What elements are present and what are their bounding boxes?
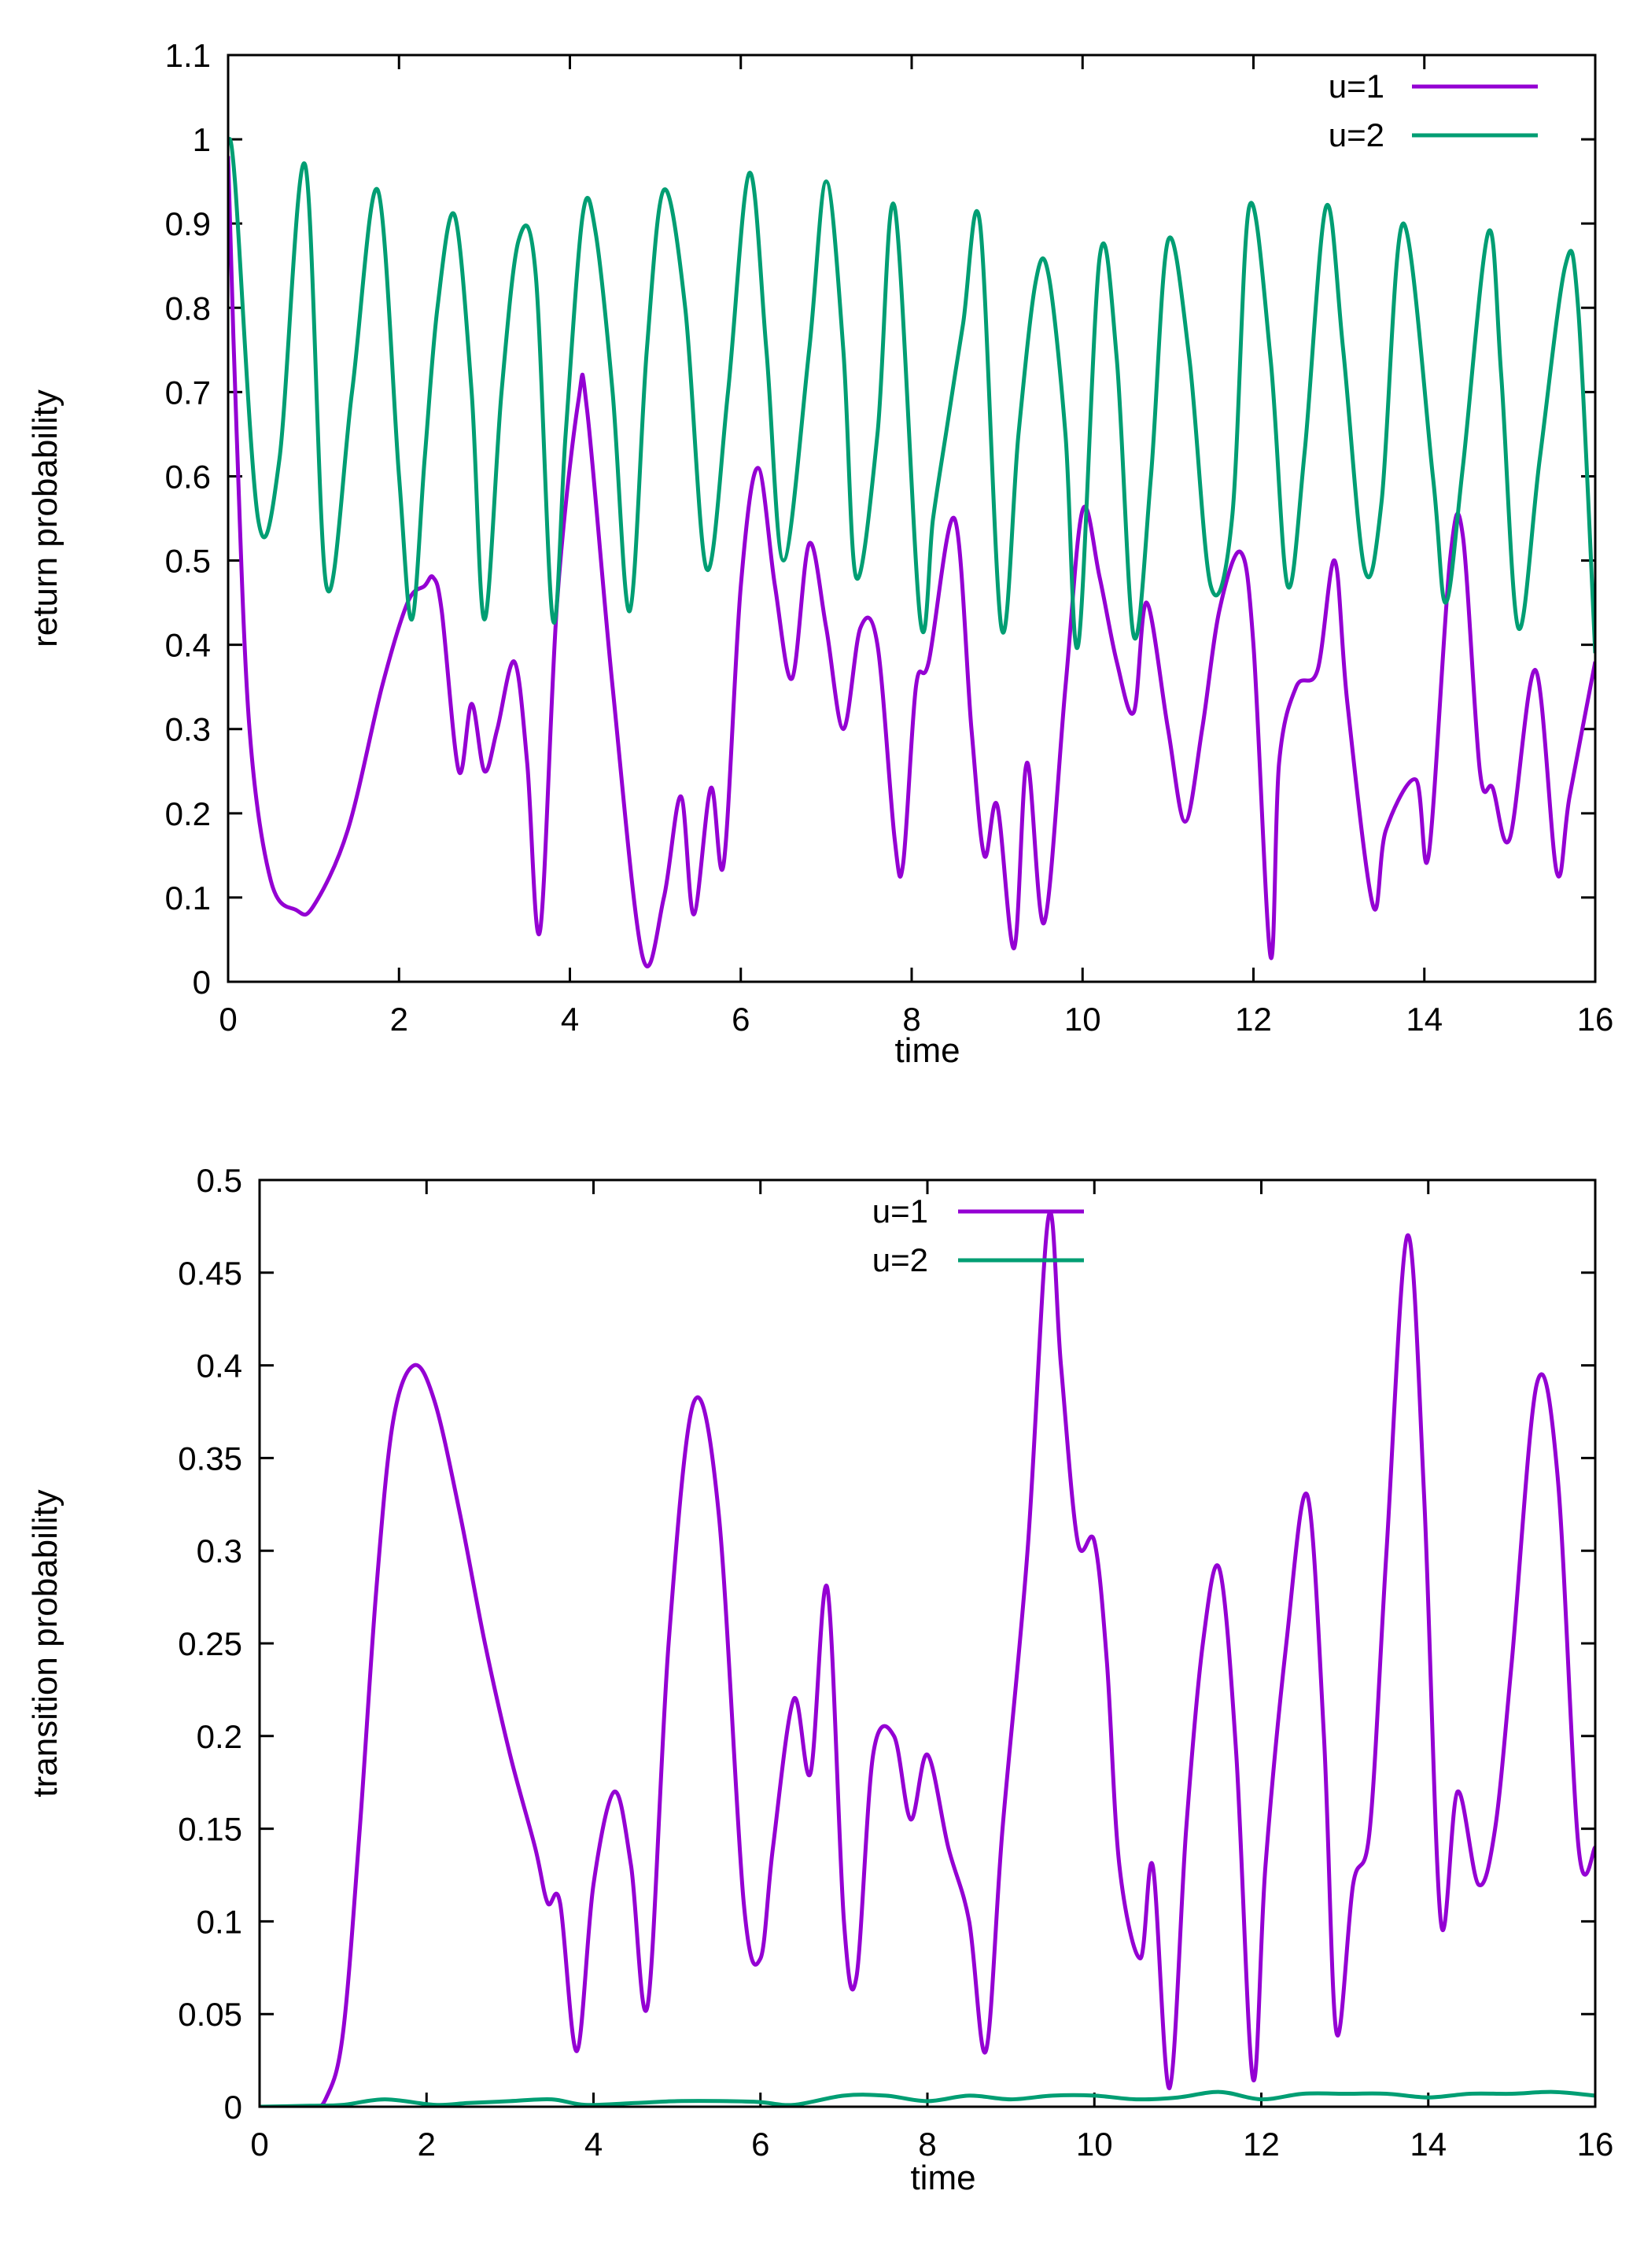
y-tick-label: 1	[193, 121, 211, 158]
y-tick-label: 0.3	[165, 711, 211, 748]
x-tick-label: 10	[1076, 2126, 1113, 2163]
y-tick-label: 0.5	[197, 1162, 242, 1199]
x-axis-label: time	[894, 1031, 960, 1070]
y-tick-label: 0.2	[165, 795, 211, 832]
plot-frame	[258, 1178, 1597, 2108]
data-area	[260, 1210, 1595, 2107]
y-tick-label: 0.1	[165, 880, 211, 916]
x-tick-label: 16	[1577, 1001, 1614, 1038]
x-tick-label: 6	[751, 2126, 769, 2163]
y-tick-label: 0.05	[178, 1996, 242, 2033]
y-tick-label: 0.7	[165, 374, 211, 411]
y-tick-label: 0.25	[178, 1625, 242, 1662]
x-tick-label: 14	[1406, 1001, 1443, 1038]
x-tick-label: 16	[1577, 2126, 1614, 2163]
x-tick-label: 2	[390, 1001, 408, 1038]
transition-probability-panel: 0 0.05 0.1 0.15 0.2 0.25 0.3 0.35 0.4 0.45 0.5 0 2 4 6…	[26, 1162, 1613, 2197]
y-tick-label: 0.3	[197, 1532, 242, 1569]
y-axis-label: return probability	[26, 389, 65, 647]
x-tick-label: 6	[732, 1001, 750, 1038]
x-tick-label: 4	[561, 1001, 579, 1038]
x-tick-label: 12	[1243, 2126, 1280, 2163]
x-tick-label: 0	[219, 1001, 237, 1038]
y-tick-label: 1.1	[165, 37, 211, 74]
y-tick-label: 0.35	[178, 1440, 242, 1477]
y-tick-label: 0.5	[165, 543, 211, 580]
series-line-u1	[228, 156, 1595, 968]
legend-label: u=2	[872, 1241, 928, 1278]
x-tick-label: 10	[1064, 1001, 1101, 1038]
legend-label: u=1	[1329, 68, 1384, 105]
y-tick-label: 0.15	[178, 1811, 242, 1848]
series-line-u1	[260, 1210, 1595, 2107]
y-axis-label: transition probability	[26, 1489, 65, 1797]
series-line-u2	[260, 2089, 1595, 2107]
y-tick-label: 0.1	[197, 1903, 242, 1940]
y-tick-label: 0.4	[197, 1348, 242, 1385]
y-tick-label: 0.4	[165, 627, 211, 664]
x-tick-label: 4	[584, 2126, 603, 2163]
x-axis-label: time	[910, 2159, 975, 2197]
x-tick-label: 0	[250, 2126, 268, 2163]
y-tick-label: 0	[224, 2089, 242, 2126]
y-tick-label: 0.8	[165, 289, 211, 326]
y-tick-label: 0.45	[178, 1255, 242, 1292]
legend: u=1u=2	[1329, 68, 1538, 153]
y-tick-label: 0.2	[197, 1718, 242, 1755]
data-area	[228, 137, 1595, 968]
y-tick-label: 0.9	[165, 205, 211, 242]
plot-frame	[227, 53, 1597, 983]
return-probability-panel: 0 0.1 0.2 0.3 0.4 0.5 0.6 0.7 0.8 0.9 1 1.1 0 2 4 6 8 10 1…	[26, 37, 1613, 1070]
x-tick-label: 8	[902, 1001, 920, 1038]
legend: u=1u=2	[872, 1193, 1084, 1278]
x-tick-label: 12	[1235, 1001, 1272, 1038]
x-tick-label: 14	[1410, 2126, 1447, 2163]
x-tick-label: 8	[918, 2126, 936, 2163]
legend-label: u=1	[872, 1193, 928, 1230]
x-tick-label: 2	[418, 2126, 436, 2163]
series-line-u2	[228, 137, 1595, 654]
y-tick-label: 0.6	[165, 458, 211, 495]
legend-label: u=2	[1329, 116, 1384, 153]
y-tick-label: 0	[193, 964, 211, 1001]
